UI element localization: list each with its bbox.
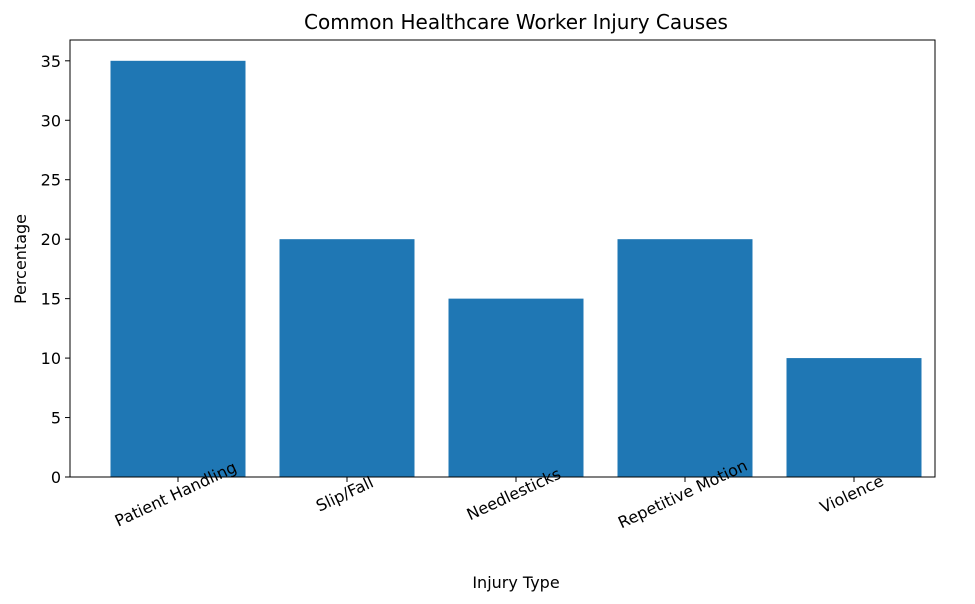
x-tick-label: Slip/Fall	[313, 473, 376, 516]
y-tick-label: 15	[41, 290, 61, 309]
y-tick-label: 30	[41, 111, 61, 130]
y-axis-label: Percentage	[11, 214, 30, 304]
bar	[617, 239, 753, 477]
bar	[786, 358, 922, 477]
y-tick-label: 10	[41, 349, 61, 368]
y-tick-label: 0	[51, 468, 61, 487]
chart-title: Common Healthcare Worker Injury Causes	[304, 10, 728, 34]
bar	[110, 60, 246, 478]
bar	[279, 239, 415, 477]
bar	[448, 298, 584, 477]
y-tick-label: 5	[51, 409, 61, 428]
y-tick-label: 35	[41, 52, 61, 71]
plot-frame	[69, 39, 936, 478]
y-tick-label: 25	[41, 171, 61, 190]
y-tick-label: 20	[41, 230, 61, 249]
x-tick-label: Violence	[817, 471, 887, 517]
x-axis-label: Injury Type	[472, 573, 559, 592]
